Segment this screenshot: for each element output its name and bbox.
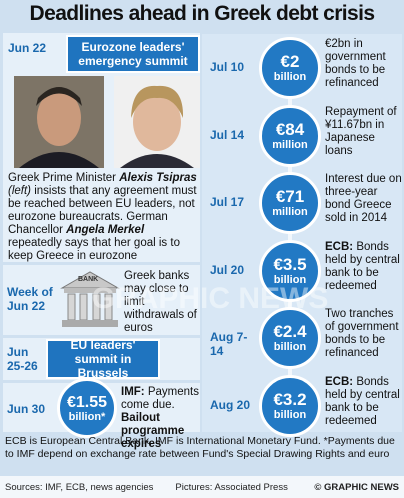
- unit: billion: [273, 408, 307, 421]
- text-run: Greek Prime Minister: [8, 172, 120, 184]
- bank-drawing: [60, 271, 120, 327]
- text-run: Angela Merkel: [66, 224, 145, 236]
- entry-text: ECB: Bonds held by central bank to be re…: [325, 376, 403, 428]
- entry-text: €2bn in government bonds to be refinance…: [325, 38, 403, 90]
- bank-icon: [60, 268, 120, 330]
- credit: © GRAPHIC NEWS: [314, 481, 399, 493]
- photo-pair: [14, 76, 200, 168]
- text-run: Bailout programme expires: [121, 412, 185, 450]
- entry-text: ECB: Bonds held by central bank to be re…: [325, 241, 403, 293]
- text-run: Bonds held by central bank to be redeeme…: [325, 240, 400, 292]
- text-run: Payments come due.: [121, 386, 199, 411]
- text-run: Repayment of ¥11.67bn in Japanese loans: [325, 105, 397, 157]
- unit: billion*: [68, 410, 106, 423]
- text-run: IMF:: [121, 386, 145, 398]
- text-run: ECB:: [325, 240, 354, 253]
- amount: €1.55: [66, 393, 108, 411]
- unit: billion: [273, 71, 307, 83]
- date: Aug 7-14: [210, 330, 248, 358]
- heading-box: EU leaders' summit in Brussels: [46, 338, 160, 380]
- date: Jun 30: [7, 402, 46, 416]
- date: Jun 25-26: [7, 345, 38, 373]
- text-run: (left): [8, 185, 31, 197]
- text-run: repeatedly says that her goal is to keep…: [8, 237, 180, 262]
- imf-text: IMF: Payments come due. Bailout programm…: [121, 386, 201, 451]
- amount-circle: €3.2 billion: [259, 374, 321, 437]
- unit: billion: [273, 341, 307, 353]
- date: Jul 10: [210, 60, 245, 74]
- text-run: Alexis Tsipras: [119, 172, 197, 184]
- date: Jul 17: [210, 195, 245, 209]
- amount: €3.5: [273, 254, 307, 274]
- date: Jun 22: [8, 41, 47, 55]
- amount-circle: €71 million: [259, 172, 321, 234]
- amount-circle: €2.4 billion: [259, 307, 321, 369]
- paragraph: Greek Prime Minister Alexis Tsipras (lef…: [8, 172, 200, 263]
- amount: €2.4: [273, 322, 307, 341]
- date: Jul 20: [210, 262, 245, 277]
- date: Jul 14: [210, 127, 245, 142]
- unit: billion: [273, 273, 307, 286]
- footer: Sources: IMF, ECB, news agencies Pictures…: [0, 476, 404, 498]
- amount-circle: €2 billion: [259, 37, 321, 99]
- entry-text: Repayment of ¥11.67bn in Japanese loans: [325, 106, 403, 158]
- unit: million: [272, 206, 308, 218]
- title: Deadlines ahead in Greek debt crisis: [29, 2, 375, 25]
- entry-text: Two tranches of government bonds to be r…: [325, 308, 403, 360]
- heading-box: Eurozone leaders' emergency summit: [66, 35, 200, 73]
- text-run: €2bn in government bonds to be refinance…: [325, 38, 386, 89]
- text-run: Interest due on three-year bond Greece s…: [325, 173, 402, 224]
- photos: [14, 76, 200, 168]
- text-run: ECB:: [325, 375, 354, 388]
- amount-circle: €1.55 billion*: [57, 378, 117, 438]
- text-run: insists that any agreement must be reach…: [8, 185, 197, 236]
- unit: million: [272, 138, 308, 151]
- date: Aug 20: [210, 397, 251, 412]
- entry-text: Interest due on three-year bond Greece s…: [325, 173, 403, 225]
- amount: €3.2: [273, 389, 307, 409]
- amount: €2: [280, 52, 300, 71]
- amount: €84: [275, 119, 305, 139]
- text-run: Two tranches of government bonds to be r…: [325, 308, 399, 359]
- note: ECB is European Central Bank, IMF is Int…: [5, 435, 395, 460]
- bank-text: Greek banks may close to limit withdrawa…: [124, 270, 200, 335]
- text-run: Bonds held by central bank to be redeeme…: [325, 375, 400, 427]
- text-run: Greek banks may close to limit withdrawa…: [124, 270, 197, 334]
- amount: €71: [275, 187, 305, 206]
- bank-label: BANK: [78, 276, 99, 283]
- amount-circle: €3.5 billion: [259, 239, 321, 302]
- amount-circle: €84 million: [259, 104, 321, 167]
- pictures: Pictures: Associated Press: [175, 481, 288, 493]
- watermark: GRAPHIC NEWS: [91, 282, 329, 315]
- sources: Sources: IMF, ECB, news agencies: [5, 481, 154, 493]
- date: Week of Jun 22: [7, 285, 53, 313]
